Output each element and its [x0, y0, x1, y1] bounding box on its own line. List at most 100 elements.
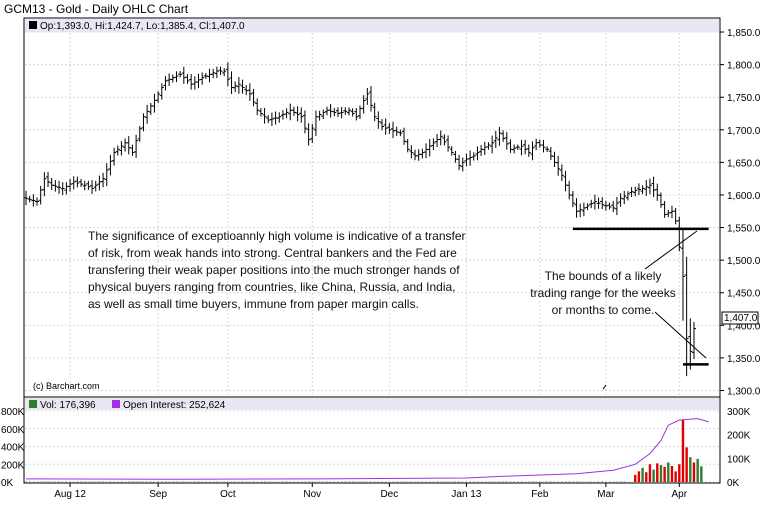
last-price-box — [721, 311, 759, 325]
volume-legend-swatch — [29, 400, 37, 408]
volume-bar — [641, 467, 644, 482]
price-tick-label: 1,450.0 — [727, 289, 760, 300]
volume-bar — [308, 481, 310, 482]
price-tick-label: 1,650.0 — [727, 158, 760, 169]
volume-bar — [139, 481, 141, 482]
volume-bar — [47, 481, 49, 482]
volume-bar — [91, 481, 93, 482]
volume-bar — [216, 481, 218, 482]
volume-y-axes: 0K 200K 400K 600K 800K 0K 100K 200K 300K — [1, 407, 751, 489]
volume-bar — [473, 481, 475, 482]
volume-bar — [212, 481, 214, 482]
volume-bar — [447, 481, 449, 482]
tick-mark — [602, 384, 607, 390]
volume-bar — [700, 466, 703, 482]
volume-bar — [245, 481, 247, 482]
ohlc-legend-swatch — [29, 21, 37, 29]
volume-left-tick-label: 600K — [1, 425, 25, 436]
volume-bar — [421, 481, 423, 482]
volume-bar — [670, 466, 674, 482]
volume-bar — [230, 481, 233, 482]
price-tick-label: 1,700.0 — [727, 126, 760, 137]
volume-bar — [634, 474, 637, 482]
volume-bar — [205, 481, 207, 482]
x-tick-label: Nov — [303, 489, 321, 500]
volume-bar — [208, 481, 211, 482]
volume-bar — [359, 481, 361, 482]
volume-bar — [330, 481, 332, 482]
volume-bar — [150, 481, 152, 482]
x-axis: Aug 12 Sep Oct Nov Dec Jan 13 Feb Mar Apr — [54, 483, 688, 500]
volume-bar — [381, 481, 383, 482]
volume-bar — [285, 481, 288, 482]
volume-bar — [495, 481, 497, 482]
volume-left-tick-label: 800K — [1, 407, 25, 418]
volume-bar — [142, 481, 145, 482]
volume-bar — [175, 481, 178, 482]
volume-bar — [590, 481, 592, 482]
volume-bar — [418, 481, 420, 482]
volume-bar — [601, 481, 603, 482]
volume-bar — [410, 481, 412, 482]
volume-left-tick-label: 400K — [1, 443, 25, 454]
open-interest-line — [25, 418, 709, 480]
volume-bar — [333, 481, 335, 482]
annotation-arrow-lower — [654, 311, 707, 359]
x-tick-label: Dec — [380, 489, 398, 500]
volume-bar — [344, 481, 346, 482]
volume-bar — [366, 481, 368, 482]
volume-bar — [454, 481, 457, 482]
volume-bar — [689, 457, 692, 482]
volume-left-tick-label: 200K — [1, 460, 25, 471]
volume-bar — [491, 481, 493, 482]
volume-bar — [168, 481, 170, 482]
volume-bar — [58, 481, 60, 482]
volume-bar — [120, 481, 123, 482]
volume-bar — [502, 481, 504, 482]
volume-bar — [36, 481, 38, 482]
volume-bar — [513, 481, 515, 482]
volume-bar — [546, 481, 548, 482]
ohlc-readout: Op:1,393.0, Hi:1,424.7, Lo:1,385.4, Cl:1… — [40, 21, 245, 32]
volume-bar — [539, 481, 541, 482]
oi-readout: Open Interest: 252,624 — [123, 400, 226, 411]
volume-bar — [241, 481, 244, 482]
volume-bar — [432, 481, 434, 482]
volume-bar — [109, 481, 112, 482]
volume-bar — [414, 481, 416, 482]
price-tick-label: 1,850.0 — [727, 28, 760, 39]
volume-bar — [579, 481, 581, 482]
volume-bar — [568, 481, 570, 482]
volume-bar — [612, 481, 614, 482]
volume-bar — [469, 481, 471, 482]
volume-bar — [326, 481, 328, 482]
x-tick-label: Aug 12 — [54, 489, 86, 500]
volume-bar — [524, 481, 526, 482]
price-panel-frame — [23, 17, 721, 398]
x-tick-label: Oct — [220, 489, 236, 500]
volume-panel-header-bar — [25, 398, 719, 410]
price-tick-label: 1,750.0 — [727, 93, 760, 104]
volume-bar — [637, 471, 641, 482]
volume-bar — [227, 481, 229, 482]
price-tick-label: 1,550.0 — [727, 224, 760, 235]
volume-bar — [619, 481, 622, 482]
volume-bar — [575, 481, 578, 482]
volume-bar — [69, 481, 71, 482]
volume-bar — [263, 481, 266, 482]
volume-bar — [403, 481, 405, 482]
support-lines — [572, 227, 709, 366]
x-tick-label: Sep — [149, 489, 167, 500]
volume-readout: Vol: 176,396 — [40, 400, 96, 411]
volume-bar — [54, 481, 56, 482]
volume-bar — [443, 481, 446, 482]
volume-bar — [557, 481, 559, 482]
volume-bar — [252, 481, 255, 482]
volume-bar — [161, 481, 163, 482]
volume-bar — [476, 481, 479, 482]
volume-bar — [337, 481, 339, 482]
last-price-label: 1,407.0 — [724, 313, 758, 324]
volume-bar — [440, 481, 442, 482]
volume-bar — [550, 481, 552, 482]
